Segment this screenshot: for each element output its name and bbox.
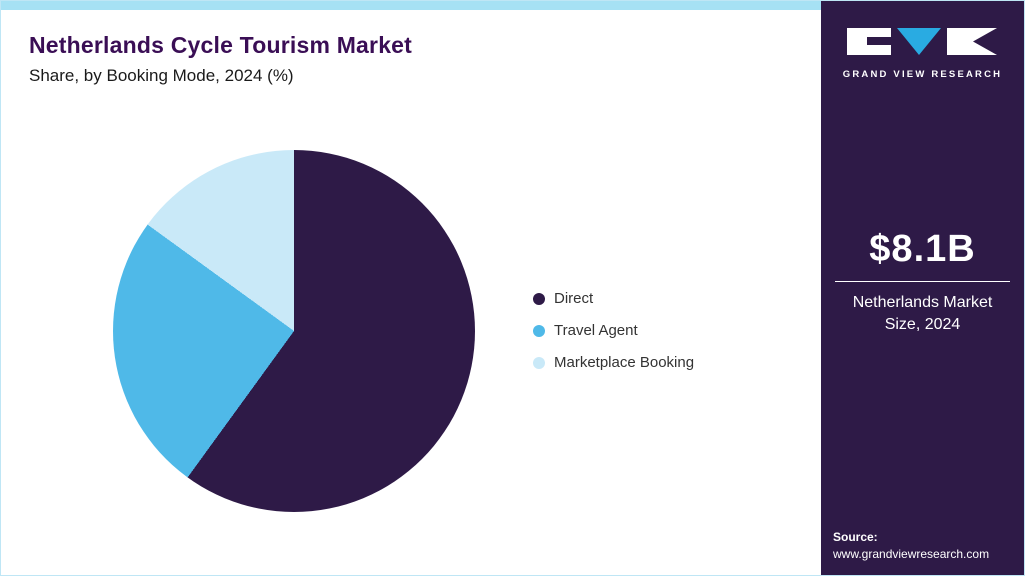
brand-name: GRAND VIEW RESEARCH bbox=[842, 69, 1003, 80]
chart-header: Netherlands Cycle Tourism Market Share, … bbox=[1, 10, 821, 86]
legend-dot bbox=[533, 292, 545, 305]
market-size-value: $8.1B bbox=[869, 228, 976, 270]
market-size-label: Netherlands Market Size, 2024 bbox=[835, 281, 1010, 335]
chart-content: Direct Travel Agent Marketplace Booking bbox=[1, 86, 821, 575]
source-block: Source: www.grandviewresearch.com bbox=[833, 530, 989, 561]
legend-label: Marketplace Booking bbox=[554, 354, 695, 371]
legend-dot bbox=[533, 356, 545, 369]
legend-label: Direct bbox=[554, 290, 594, 307]
legend-item-direct: Direct bbox=[533, 290, 694, 307]
top-accent-bar bbox=[1, 1, 821, 10]
legend-item-marketplace-booking: Marketplace Booking bbox=[533, 354, 694, 371]
legend-dot bbox=[533, 324, 545, 337]
source-url-link[interactable]: www.grandviewresearch.com bbox=[833, 547, 990, 561]
grand-view-research-logo-icon bbox=[847, 28, 998, 55]
chart-legend: Direct Travel Agent Marketplace Booking bbox=[533, 290, 694, 371]
legend-label: Travel Agent bbox=[554, 322, 638, 339]
brand-sidebar: GRAND VIEW RESEARCH $8.1B Netherlands Ma… bbox=[821, 1, 1024, 575]
pie-chart bbox=[113, 149, 475, 512]
legend-item-travel-agent: Travel Agent bbox=[533, 322, 694, 339]
brand-block: GRAND VIEW RESEARCH bbox=[843, 27, 1003, 80]
source-label: Source: bbox=[833, 530, 878, 544]
pie-chart-container bbox=[113, 149, 475, 512]
chart-subtitle: Share, by Booking Mode, 2024 (%) bbox=[29, 66, 294, 85]
chart-title: Netherlands Cycle Tourism Market bbox=[29, 32, 413, 58]
market-size-block: $8.1B Netherlands Market Size, 2024 bbox=[821, 228, 1024, 335]
chart-panel: Netherlands Cycle Tourism Market Share, … bbox=[1, 1, 821, 575]
